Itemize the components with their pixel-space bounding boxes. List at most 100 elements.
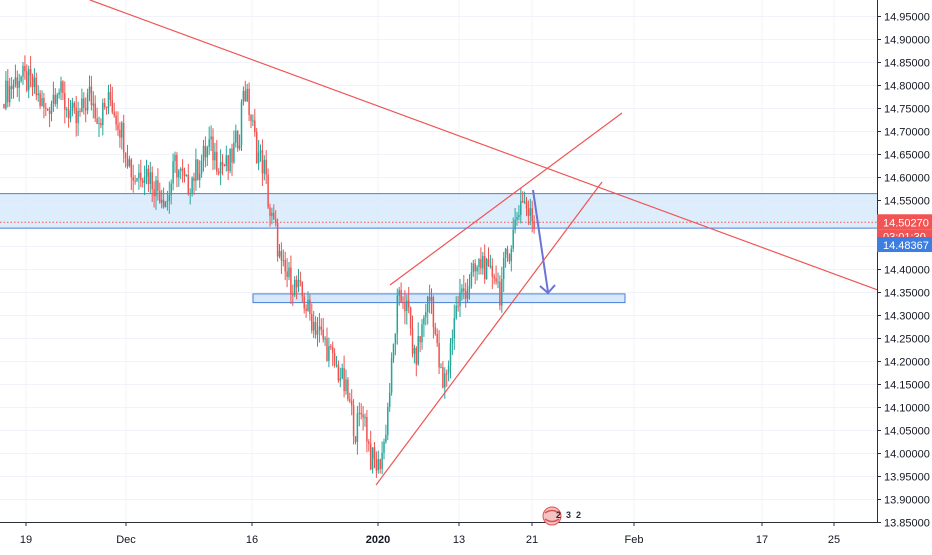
candle-body xyxy=(510,248,513,262)
candle-body xyxy=(124,152,127,159)
candle-body xyxy=(394,333,397,344)
candle-body xyxy=(415,347,418,365)
candle-body xyxy=(472,263,475,272)
candle-body xyxy=(497,281,499,283)
candle-body xyxy=(417,336,419,365)
candle-body xyxy=(398,290,400,296)
price-tick-label: 14.40000 xyxy=(884,265,930,277)
candle-body xyxy=(94,103,96,119)
candle-body xyxy=(210,136,212,140)
candle-body xyxy=(162,199,165,208)
candle-body xyxy=(235,130,237,143)
candle-body xyxy=(60,81,62,93)
candle-body xyxy=(464,291,467,299)
candle-body xyxy=(388,392,391,407)
candle-body xyxy=(29,69,32,76)
candle-body xyxy=(288,267,290,277)
time-tick-label: Feb xyxy=(625,534,644,546)
candle-body xyxy=(240,102,243,146)
candle-body xyxy=(86,93,89,111)
drawings xyxy=(89,0,932,486)
candle-body xyxy=(50,103,53,114)
price-tick-label: 14.35000 xyxy=(884,288,930,300)
candle-body xyxy=(122,122,125,153)
candle-body xyxy=(286,271,288,277)
candle-body xyxy=(250,114,252,121)
candle-body xyxy=(447,365,450,374)
time-axis[interactable]: 19 Dec 16 2020 13 21 Feb 17 25 xyxy=(0,522,878,550)
candle-body xyxy=(330,346,332,348)
candle-body xyxy=(174,154,176,162)
price-tick-label: 14.70000 xyxy=(884,127,930,139)
candle-body xyxy=(295,279,298,288)
candle-body xyxy=(501,278,503,306)
candle-body xyxy=(233,142,235,163)
candle-body xyxy=(468,286,471,289)
candle-body xyxy=(107,92,110,109)
candle-body xyxy=(273,212,275,220)
candle-body xyxy=(244,90,247,102)
candle-body xyxy=(136,178,138,181)
candle-body xyxy=(166,200,169,202)
candle-body xyxy=(27,69,30,91)
candle-body xyxy=(10,86,13,89)
candle-body xyxy=(493,276,495,279)
watermark-digit: 2 xyxy=(576,510,581,520)
candle-body xyxy=(282,259,285,261)
candle-body xyxy=(130,159,133,177)
candle-body xyxy=(366,417,368,442)
candle-body xyxy=(349,399,351,401)
candle-body xyxy=(284,259,286,272)
price-tick-label: 14.65000 xyxy=(884,150,930,162)
candle-body xyxy=(64,93,66,110)
candle-body xyxy=(438,343,440,368)
candle-body xyxy=(236,130,239,149)
candle-body xyxy=(88,86,91,94)
candle-body xyxy=(183,171,186,176)
price-tick-label: 14.05000 xyxy=(884,426,930,438)
candle-body xyxy=(463,288,465,292)
candle-body xyxy=(508,254,511,262)
candle-body xyxy=(193,177,195,181)
candle-body xyxy=(31,75,34,88)
candle-body xyxy=(219,162,222,174)
candle-body xyxy=(187,174,190,194)
candle-body xyxy=(341,367,343,379)
candle-body xyxy=(155,180,157,197)
candle-body xyxy=(432,297,435,328)
candle-body xyxy=(58,92,60,95)
candle-body xyxy=(318,326,321,331)
candle-body xyxy=(20,76,22,82)
candle-body xyxy=(529,208,532,216)
candle-body xyxy=(113,112,115,116)
candle-body xyxy=(261,150,264,174)
candle-body xyxy=(208,139,210,148)
candle-body xyxy=(531,208,533,222)
candle-body xyxy=(149,172,152,184)
candle-body xyxy=(482,256,484,269)
candle-body xyxy=(483,256,486,280)
candle-body xyxy=(470,271,473,287)
candle-body xyxy=(67,109,70,119)
candle-body xyxy=(81,98,83,112)
candle-body xyxy=(387,406,389,435)
price-axis[interactable]: 14.95000 14.90000 14.85000 14.80000 14.75000… xyxy=(877,0,932,550)
candle-body xyxy=(343,367,345,392)
candle-body xyxy=(65,109,68,111)
candle-body xyxy=(83,98,85,108)
candle-body xyxy=(352,405,355,437)
projection-arrow xyxy=(532,189,549,293)
candle-body xyxy=(212,136,214,161)
candle-body xyxy=(263,159,266,174)
price-tick-label: 14.95000 xyxy=(884,12,930,24)
candle-body xyxy=(172,161,174,184)
candle-body xyxy=(425,312,427,318)
price-tick-label: 14.00000 xyxy=(884,449,930,461)
candle-body xyxy=(451,338,454,344)
candle-body xyxy=(189,192,191,194)
candle-body xyxy=(276,222,279,257)
candle-body xyxy=(54,94,57,104)
candle-body xyxy=(257,152,260,164)
